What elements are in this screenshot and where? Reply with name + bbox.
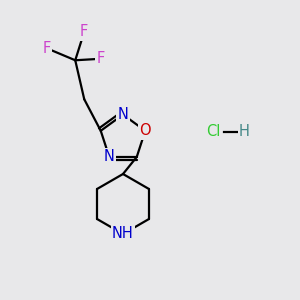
Text: F: F <box>80 24 88 39</box>
Text: F: F <box>97 51 105 66</box>
Text: F: F <box>43 41 51 56</box>
Text: NH: NH <box>112 226 134 242</box>
Text: H: H <box>239 124 250 140</box>
Text: O: O <box>140 123 151 138</box>
Text: N: N <box>104 149 115 164</box>
Text: Cl: Cl <box>206 124 220 140</box>
Text: N: N <box>118 107 128 122</box>
